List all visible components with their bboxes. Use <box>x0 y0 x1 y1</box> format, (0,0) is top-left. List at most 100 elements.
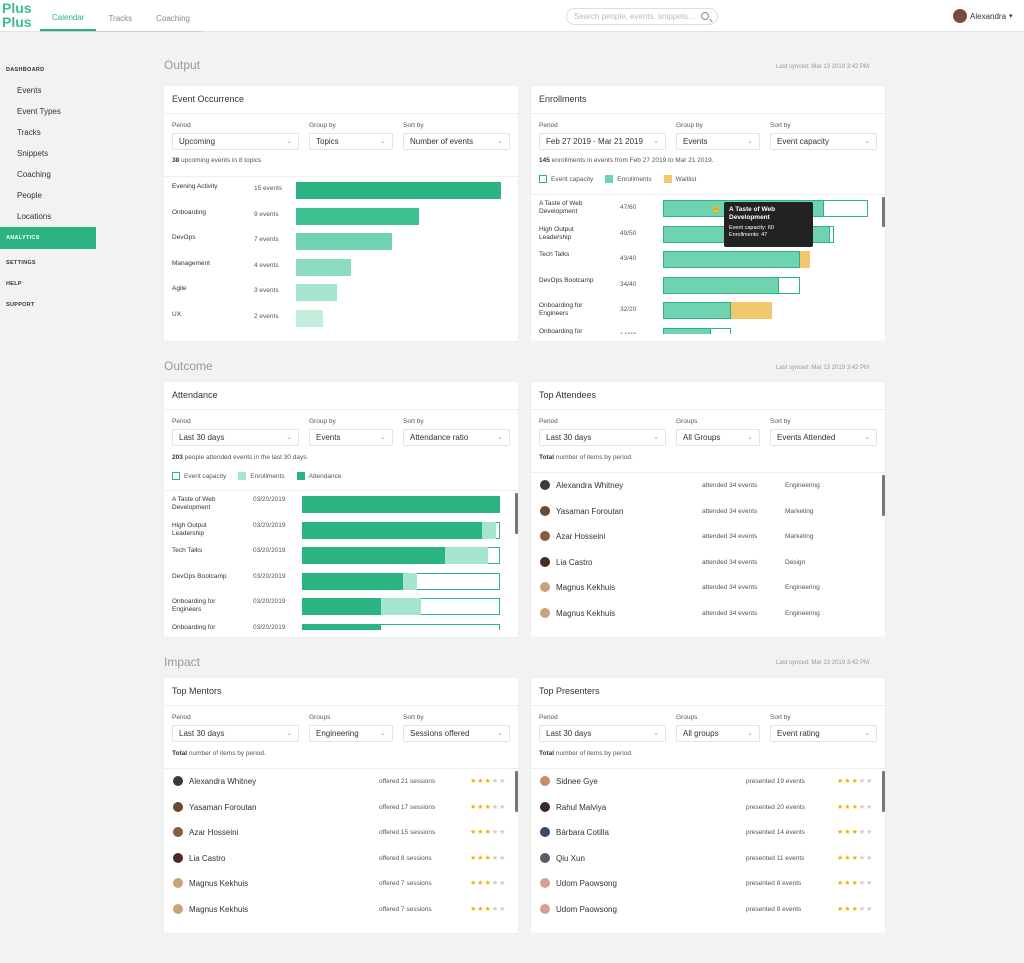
sidebar-item-locations[interactable]: Locations <box>17 212 52 221</box>
sort-by-select[interactable]: Sessions offered ⌄ <box>403 725 510 742</box>
attendance-bar[interactable] <box>302 547 445 564</box>
legend-item-capacity[interactable]: Event capacity <box>539 175 593 183</box>
chart-row[interactable]: Evening Activity 15 events <box>164 181 518 203</box>
list-item[interactable]: Alexandra Whitney attended 34 events Engin… <box>531 473 885 498</box>
bar[interactable] <box>296 182 501 199</box>
list-item[interactable]: Yasaman Foroutan offered 17 sessions ★★★★★ <box>164 795 518 820</box>
legend-item-enrollments[interactable]: Enrollments <box>238 472 285 480</box>
person-name[interactable]: Qiu Xun <box>556 853 585 863</box>
chart-row[interactable]: Tech Talks 03/20/2019 <box>164 546 518 568</box>
sidebar-item-events[interactable]: Events <box>17 86 42 95</box>
sidebar-item-event-types[interactable]: Event Types <box>17 107 61 116</box>
list-item[interactable]: Magnus Kekhuis offered 7 sessions ★★★★★ <box>164 871 518 896</box>
enrollment-bar[interactable] <box>663 276 780 294</box>
sidebar-item-coaching[interactable]: Coaching <box>17 170 51 179</box>
chart-row[interactable]: A Taste of Web Development 47/60 <box>531 199 885 221</box>
group-by-select[interactable]: Events ⌄ <box>676 133 760 150</box>
list-item[interactable]: Lia Castro attended 34 events Design <box>531 550 885 575</box>
person-name[interactable]: Magnus Kekhuis <box>556 608 616 618</box>
sidebar-item-analytics[interactable]: ANALYTICS <box>0 227 96 249</box>
period-select[interactable]: Upcoming ⌄ <box>172 133 299 150</box>
scrollbar[interactable] <box>882 771 885 812</box>
attendance-bar[interactable] <box>302 623 382 630</box>
chart-row[interactable]: Onboarding for 03/20/2019 <box>164 623 518 630</box>
list-item[interactable]: Magnus Kekhuis offered 7 sessions ★★★★★ <box>164 897 518 922</box>
list-item[interactable]: Udom Paowsong presented 8 events ★★★★★ <box>531 871 885 896</box>
user-menu[interactable]: Alexandra ▾ <box>953 8 1013 24</box>
chart-row[interactable]: UX 2 events <box>164 309 518 331</box>
period-select[interactable]: Last 30 days ⌄ <box>172 725 299 742</box>
person-name[interactable]: Bárbara Cotilla <box>556 828 609 837</box>
person-name[interactable]: Magnus Kekhuis <box>189 904 249 914</box>
sidebar-item-settings[interactable]: SETTINGS <box>6 260 36 266</box>
waitlist-bar[interactable] <box>799 251 810 268</box>
chart-row[interactable]: DevOps Bootcamp 34/40 <box>531 276 885 298</box>
search-input[interactable] <box>574 12 698 21</box>
person-name[interactable]: Magnus Kekhuis <box>189 879 249 888</box>
legend-item-enrollments[interactable]: Enrollments <box>605 175 652 183</box>
attendance-bar[interactable] <box>302 572 403 590</box>
chart-row[interactable]: High Output Leadership 49/50 <box>531 225 885 247</box>
period-select[interactable]: Last 30 days ⌄ <box>172 429 299 446</box>
plusplus-logo[interactable]: Plus Plus <box>2 1 38 31</box>
sidebar-item-help[interactable]: HELP <box>6 281 22 287</box>
list-item[interactable]: Azar Hosseini attended 34 events Marketing <box>531 524 885 549</box>
chart-row[interactable]: Agile 3 events <box>164 283 518 305</box>
group-by-select[interactable]: Topics ⌄ <box>309 133 393 150</box>
person-name[interactable]: Udom Paowsong <box>556 879 617 888</box>
person-name[interactable]: Alexandra Whitney <box>189 777 257 786</box>
period-select[interactable]: Last 30 days ⌄ <box>539 725 666 742</box>
person-name[interactable]: Lia Castro <box>556 557 593 567</box>
sort-by-select[interactable]: Events Attended ⌄ <box>770 429 877 446</box>
person-name[interactable]: Alexandra Whitney <box>556 481 624 490</box>
tab-tracks[interactable]: Tracks <box>108 14 133 23</box>
chart-row[interactable]: DevOps 7 events <box>164 232 518 254</box>
tab-coaching[interactable]: Coaching <box>156 14 190 23</box>
list-item[interactable]: Magnus Kekhuis attended 34 events Engineer… <box>531 575 885 600</box>
scrollbar[interactable] <box>882 475 885 516</box>
groups-select[interactable]: All groups ⌄ <box>676 725 760 742</box>
chart-row[interactable]: High Output Leadership 03/20/2019 <box>164 521 518 543</box>
person-name[interactable]: Yasaman Foroutan <box>189 802 257 812</box>
sort-by-select[interactable]: Event rating ⌄ <box>770 725 877 742</box>
chart-row[interactable]: A Taste of Web Development 03/20/2019 <box>164 495 518 517</box>
sort-by-select[interactable]: Number of events ⌄ <box>403 133 510 150</box>
list-item[interactable]: Lia Castro offered 8 sessions ★★★★★ <box>164 846 518 871</box>
enrollment-bar[interactable] <box>663 327 711 334</box>
bar[interactable] <box>296 284 337 301</box>
legend-item-capacity[interactable]: Event capacity <box>172 472 226 480</box>
chart-row[interactable]: Tech Talks 43/40 <box>531 250 885 272</box>
tab-calendar[interactable]: Calendar <box>40 0 97 31</box>
legend-item-attendance[interactable]: Attendance <box>296 472 342 480</box>
person-name[interactable]: Rahul Malviya <box>556 802 607 812</box>
person-name[interactable]: Azar Hosseini <box>556 532 606 541</box>
period-select[interactable]: Last 30 days ⌄ <box>539 429 666 446</box>
list-item[interactable]: Magnus Kekhuis attended 34 events Engineer… <box>531 601 885 626</box>
sort-by-select[interactable]: Event capacity ⌄ <box>770 133 877 150</box>
chart-row[interactable]: Management 4 events <box>164 258 518 280</box>
period-select[interactable]: Feb 27 2019 - Mar 21 2019 ⌄ <box>539 133 666 150</box>
chart-row[interactable]: DevOps Bootcamp 03/20/2019 <box>164 572 518 594</box>
person-name[interactable]: Udom Paowsong <box>556 904 617 914</box>
sidebar-item-people[interactable]: People <box>17 191 42 200</box>
bar[interactable] <box>296 207 419 225</box>
list-item[interactable]: Rahul Malviya presented 20 events ★★★★★ <box>531 795 885 820</box>
list-item[interactable]: Alexandra Whitney offered 21 sessions ★★★★… <box>164 769 518 794</box>
chart-row[interactable]: Onboarding for 14/20 <box>531 327 885 334</box>
scrollbar[interactable] <box>882 197 885 227</box>
scrollbar[interactable] <box>515 771 518 812</box>
list-item[interactable]: Azar Hosseini offered 15 sessions ★★★★★ <box>164 820 518 845</box>
attendance-bar[interactable] <box>302 496 500 513</box>
groups-select[interactable]: All Groups ⌄ <box>676 429 760 446</box>
bar[interactable] <box>296 309 324 327</box>
person-name[interactable]: Sidnee Gye <box>556 777 598 786</box>
chart-row[interactable]: Onboarding for Engineers 32/20 <box>531 301 885 323</box>
sidebar-item-support[interactable]: SUPPORT <box>6 302 35 308</box>
person-name[interactable]: Magnus Kekhuis <box>556 583 616 592</box>
person-name[interactable]: Lia Castro <box>189 853 226 863</box>
person-name[interactable]: Azar Hosseini <box>189 828 239 837</box>
list-item[interactable]: Qiu Xun presented 11 events ★★★★★ <box>531 846 885 871</box>
attendance-bar[interactable] <box>302 598 382 615</box>
person-name[interactable]: Yasaman Foroutan <box>556 506 624 516</box>
groups-select[interactable]: Engineering ⌄ <box>309 725 393 742</box>
